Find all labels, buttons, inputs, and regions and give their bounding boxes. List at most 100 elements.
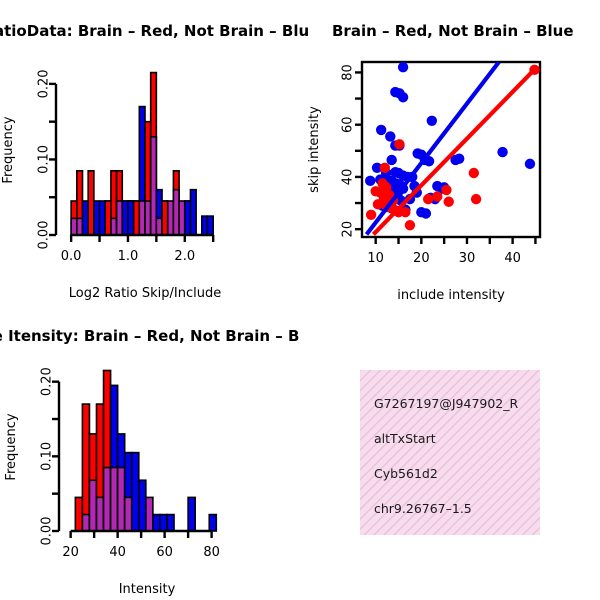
hist-bar-blue <box>166 513 175 532</box>
panel-info: G7267197@J947902_R altTxStart Cyb561d2 c… <box>300 305 600 600</box>
ratio-histogram-plot: 0.0 1.0 2.0 0.00 0.10 0.20 Log2 Ratio Skip/Inc… <box>1 69 221 301</box>
scatter-point <box>441 184 452 196</box>
hist-bar-red <box>104 200 112 236</box>
svg1-bars <box>70 71 214 236</box>
x-tick-label: 30 <box>459 251 476 266</box>
y-tick-label: 0.10 <box>40 442 55 471</box>
scatter-point <box>470 193 482 205</box>
y-tick-label: 0.20 <box>37 69 52 98</box>
scatter-point <box>400 206 411 218</box>
hist-bar-blue <box>206 215 214 236</box>
hist-bar-blue <box>93 200 101 236</box>
hist-bar-overlap <box>88 479 98 532</box>
plot-frame <box>360 60 542 239</box>
annotation-lines: G7267197@J947902_R altTxStart Cyb561d2 c… <box>360 370 540 535</box>
scatter-point <box>385 131 396 142</box>
hatch-pattern <box>360 370 540 535</box>
hist-bar-overlap <box>116 466 126 532</box>
ratio-histogram-title: atioData: Brain – Red, Not Brain – Blu <box>0 22 310 40</box>
hist-bar-blue <box>183 200 192 236</box>
scatter-point <box>432 191 443 202</box>
annotation-box: G7267197@J947902_R altTxStart Cyb561d2 c… <box>360 370 540 535</box>
x-tick-label: 80 <box>203 545 220 560</box>
annotation-line-gene: Cyb561d2 <box>374 466 438 481</box>
hist-bar-overlap <box>81 513 91 532</box>
scatter-point <box>386 154 397 166</box>
hist-bar-blue <box>187 496 196 532</box>
y-tick-label: 80 <box>341 64 356 81</box>
scatter-point <box>420 208 432 219</box>
hist-bar-blue <box>137 479 147 532</box>
svg1-axes: 0.0 1.0 2.0 0.00 0.10 0.20 <box>37 69 215 264</box>
scatter-point <box>443 196 454 207</box>
y-axis-label: skip intensity <box>307 106 322 193</box>
hist-bar-overlap <box>102 466 112 532</box>
hist-bar-overlap <box>110 217 118 236</box>
scatter-point <box>365 209 377 220</box>
scatter-point <box>426 115 438 126</box>
hist-bar-blue <box>208 513 218 532</box>
scatter-point <box>394 139 405 150</box>
hist-bar-overlap <box>178 200 186 236</box>
x-axis-label: include intensity <box>397 288 505 303</box>
hist-bar-overlap <box>144 200 152 236</box>
hist-bar-overlap <box>70 217 78 236</box>
x-tick-label: 1.0 <box>118 249 139 264</box>
panel-intensity-histogram: ne Itensity: Brain – Red, Not Brain – B … <box>0 305 300 600</box>
hist-bar-red <box>132 200 141 236</box>
hist-bar-blue <box>127 200 135 236</box>
hist-bar-blue <box>159 513 168 532</box>
hist-bar-red <box>74 496 84 532</box>
x-axis-label: Log2 Ratio Skip/Include <box>69 286 221 301</box>
scatter-point <box>397 92 409 103</box>
y-tick-label: 60 <box>341 116 356 133</box>
x-tick-label: 60 <box>156 545 173 560</box>
hist-bar-blue <box>121 200 129 236</box>
svg2-axes: 10 20 30 40 20 40 60 80 <box>341 64 537 266</box>
scatter-point <box>404 220 416 231</box>
x-tick-label: 20 <box>413 251 430 266</box>
scatter-points <box>364 62 540 236</box>
hist-bar-red <box>81 403 91 532</box>
annotation-line-probe: G7267197@J947902_R <box>374 396 519 411</box>
regression-line-red-fit <box>371 67 537 236</box>
scatter-point <box>379 162 391 173</box>
y-tick-label: 20 <box>341 221 356 238</box>
intensity-histogram-plot: 20 40 60 80 0.00 0.10 0.20 Intensity Frequency <box>4 367 220 597</box>
hist-bar-overlap <box>138 200 146 236</box>
hist-bar-overlap <box>109 466 119 532</box>
y-axis-label: Frequency <box>4 413 19 480</box>
scatter-point <box>375 124 387 136</box>
hist-bar-blue <box>81 200 89 236</box>
scatter-point <box>371 162 383 173</box>
scatter-point <box>468 167 480 179</box>
y-tick-label: 40 <box>341 169 356 186</box>
y-tick-label: 0.10 <box>37 145 52 174</box>
x-tick-label: 2.0 <box>174 249 195 264</box>
scatter-point <box>378 193 390 205</box>
panel-scatter: Brain – Red, Not Brain – Blue 10 20 30 40 20… <box>300 0 600 310</box>
scatter-point <box>524 158 536 170</box>
scatter-plot: 10 20 30 40 20 40 60 80 include intensity skip in… <box>307 60 542 303</box>
y-tick-label: 0.00 <box>40 517 55 546</box>
x-tick-label: 40 <box>504 251 521 266</box>
scatter-point <box>422 193 434 205</box>
hist-bar-red <box>87 169 95 236</box>
y-tick-label: 0.00 <box>37 221 52 250</box>
hist-bar-blue <box>98 200 107 236</box>
x-tick-label: 20 <box>62 545 79 560</box>
annotation-line-event: altTxStart <box>374 431 436 446</box>
annotation-line-locus: chr9.26767–1.5 <box>374 501 472 516</box>
x-tick-label: 10 <box>367 251 384 266</box>
panel-ratio-histogram: atioData: Brain – Red, Not Brain – Blu 0… <box>0 0 309 310</box>
scatter-point <box>365 175 376 187</box>
scatter-point <box>397 62 409 73</box>
y-tick-label: 0.20 <box>40 367 55 396</box>
hist-bar-blue <box>152 513 161 532</box>
hist-bar-blue <box>189 188 197 236</box>
hist-bar-overlap <box>123 496 133 532</box>
x-tick-label: 0.0 <box>61 249 82 264</box>
hist-bar-overlap <box>95 496 105 532</box>
hist-bar-overlap <box>76 217 84 236</box>
hist-bar-blue <box>201 215 209 236</box>
